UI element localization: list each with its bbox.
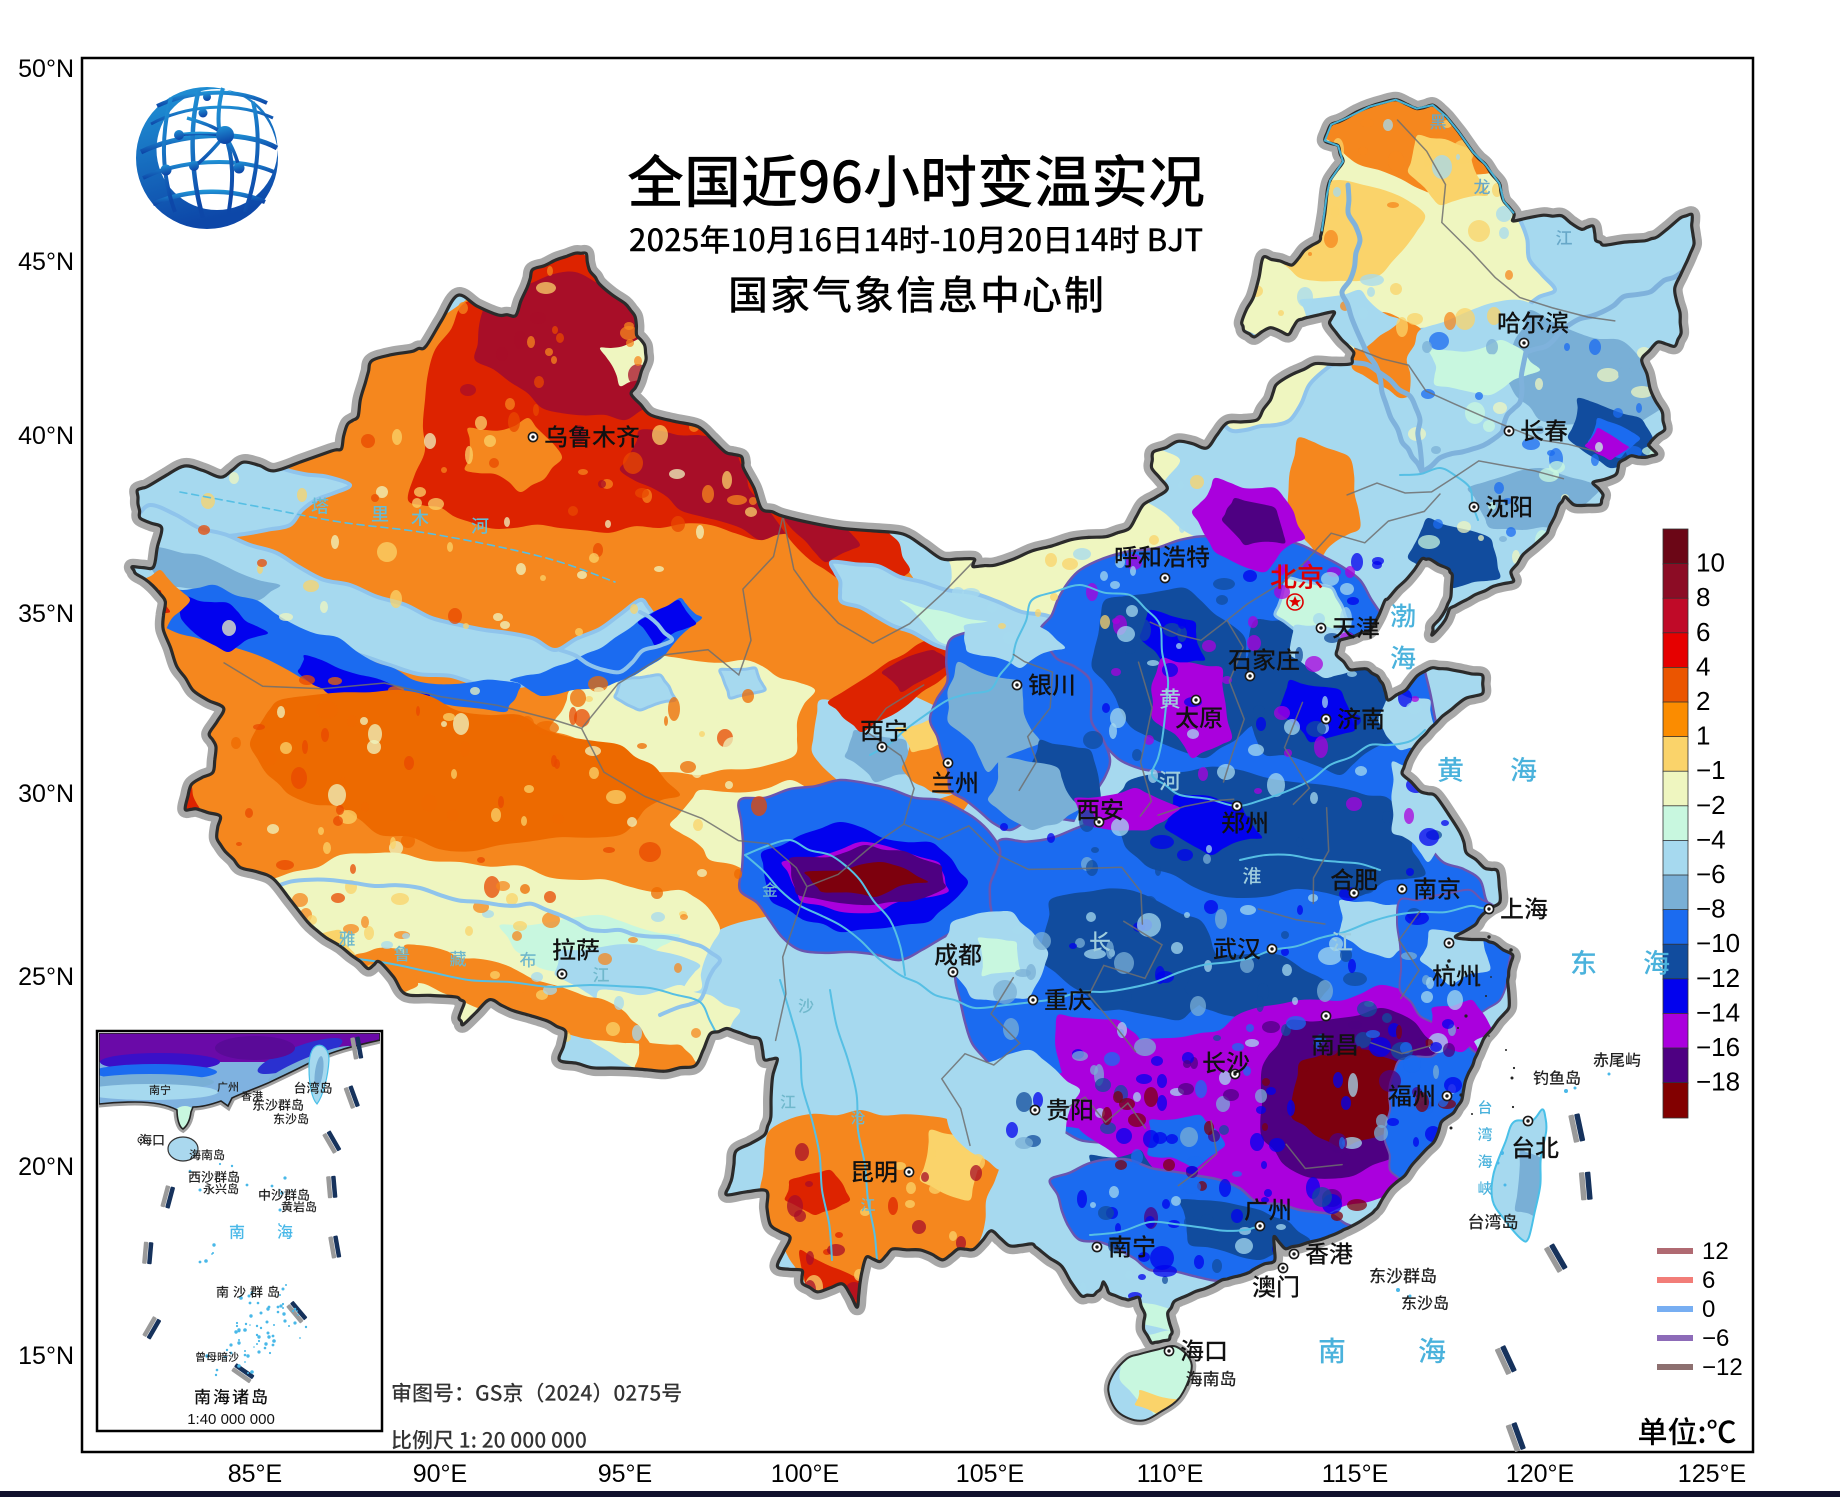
svg-text:95°E: 95°E xyxy=(598,1460,652,1488)
svg-text:−4: −4 xyxy=(1696,824,1726,854)
svg-text:110°E: 110°E xyxy=(1137,1460,1204,1488)
svg-text:12: 12 xyxy=(1702,1238,1729,1265)
svg-text:−2: −2 xyxy=(1696,790,1726,820)
svg-text:6: 6 xyxy=(1696,617,1710,647)
svg-text:4: 4 xyxy=(1696,651,1710,681)
svg-text:6: 6 xyxy=(1702,1267,1715,1294)
svg-text:−10: −10 xyxy=(1696,928,1740,958)
svg-text:−1: −1 xyxy=(1696,755,1726,785)
svg-text:−12: −12 xyxy=(1702,1354,1743,1381)
svg-text:1:40 000 000: 1:40 000 000 xyxy=(187,1411,275,1428)
svg-text:−8: −8 xyxy=(1696,894,1726,924)
svg-text:100°E: 100°E xyxy=(771,1460,839,1488)
svg-text:105°E: 105°E xyxy=(956,1460,1024,1488)
svg-text:15°N: 15°N xyxy=(18,1342,74,1370)
svg-text:−14: −14 xyxy=(1696,997,1740,1027)
svg-text:85°E: 85°E xyxy=(228,1460,282,1488)
svg-text:8: 8 xyxy=(1696,582,1710,612)
svg-text:35°N: 35°N xyxy=(18,600,74,628)
svg-text:2: 2 xyxy=(1696,686,1710,716)
svg-text:50°N: 50°N xyxy=(18,55,74,83)
svg-text:30°N: 30°N xyxy=(18,780,74,808)
svg-text:20°N: 20°N xyxy=(18,1153,74,1181)
svg-text:90°E: 90°E xyxy=(413,1460,467,1488)
svg-text:−6: −6 xyxy=(1696,859,1726,889)
svg-text:120°E: 120°E xyxy=(1506,1460,1574,1488)
svg-text:125°E: 125°E xyxy=(1678,1460,1746,1488)
svg-text:25°N: 25°N xyxy=(18,963,74,991)
svg-text:45°N: 45°N xyxy=(18,248,74,276)
svg-text:−12: −12 xyxy=(1696,963,1740,993)
svg-text:0: 0 xyxy=(1702,1296,1715,1323)
svg-text:115°E: 115°E xyxy=(1322,1460,1389,1488)
svg-text:−6: −6 xyxy=(1702,1325,1729,1352)
svg-text:1: 1 xyxy=(1696,721,1710,751)
svg-text:10: 10 xyxy=(1696,548,1725,578)
svg-text:−18: −18 xyxy=(1696,1067,1740,1097)
svg-text:40°N: 40°N xyxy=(18,422,74,450)
svg-text:−16: −16 xyxy=(1696,1032,1740,1062)
